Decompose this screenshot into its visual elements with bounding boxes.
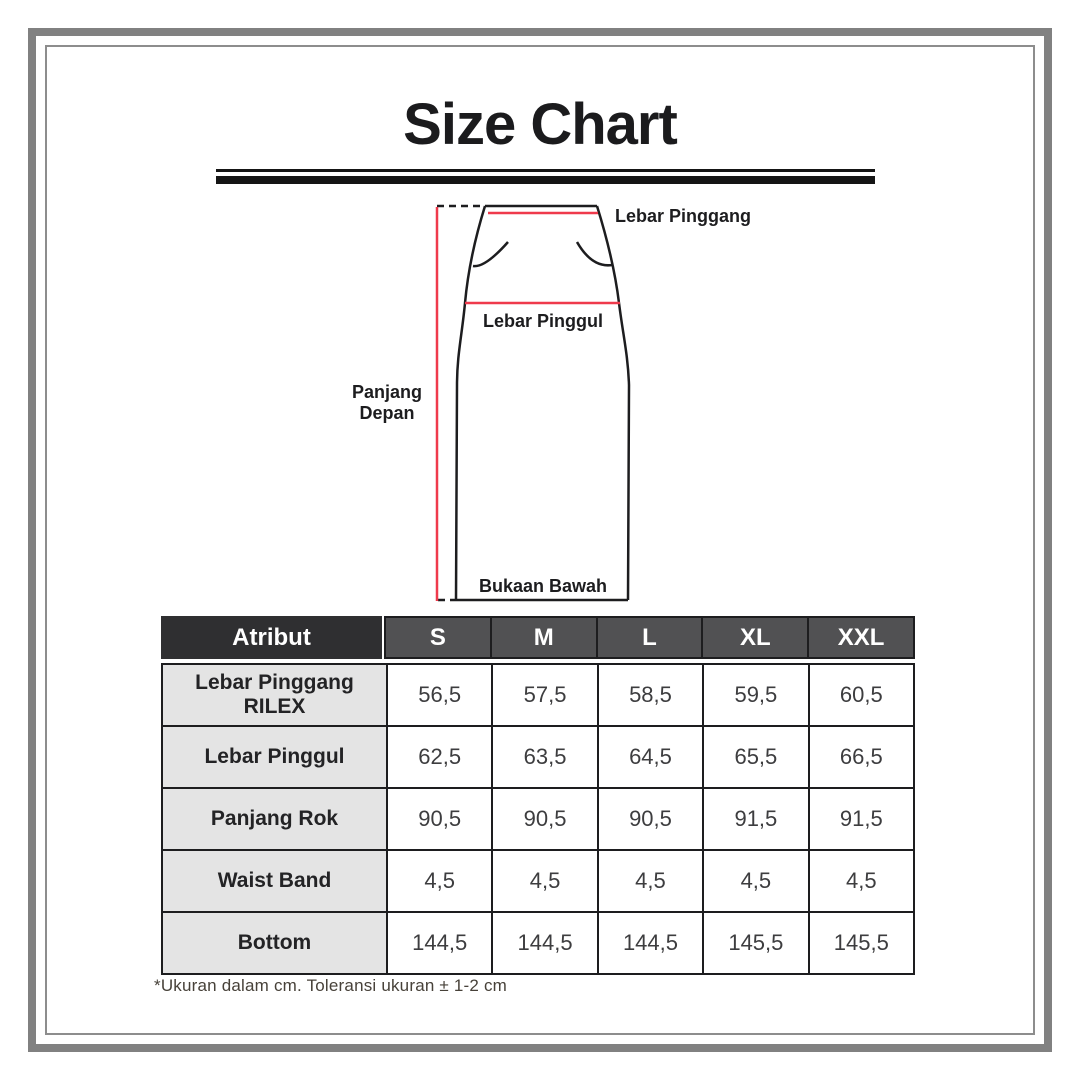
- header-cell-size-s: S: [384, 616, 492, 659]
- row-label-cell: Waist Band: [161, 849, 388, 913]
- row-label-cell: Panjang Rok: [161, 787, 388, 851]
- header-cell-size-m: M: [489, 616, 598, 659]
- skirt-diagram: [435, 204, 631, 602]
- value-cell: 57,5: [491, 663, 599, 727]
- right-pocket-curve: [575, 241, 613, 267]
- waist-label: Lebar Pinggang: [615, 206, 752, 226]
- divider-thin-line: [216, 169, 875, 172]
- value-cell: 4,5: [596, 849, 705, 913]
- size-table: Atribut S M L XL XXL Lebar Pinggang RILEX 56,5…: [161, 616, 916, 975]
- size-note: *Ukuran dalam cm. Toleransi ukuran ± 1-2…: [154, 976, 508, 995]
- value-cell: 4,5: [807, 849, 916, 913]
- front-length-label: Panjang Depan: [327, 382, 447, 424]
- outer-frame-border: [28, 28, 1052, 1052]
- value-cell: 144,5: [596, 911, 705, 975]
- value-cell: 144,5: [385, 911, 494, 975]
- value-cell: 58,5: [596, 663, 705, 727]
- header-cell-atribut: Atribut: [161, 616, 382, 659]
- header-cell-size-xl: XL: [701, 616, 810, 659]
- value-cell: 56,5: [385, 663, 494, 727]
- value-cell: 59,5: [702, 663, 810, 727]
- bottom-opening-label: Bukaan Bawah: [478, 576, 608, 596]
- table-row: Lebar Pinggang RILEX 56,5 57,5 58,5 59,5 60,5: [161, 663, 916, 727]
- header-cell-size-l: L: [595, 616, 704, 659]
- hip-label: Lebar Pinggul: [482, 311, 603, 331]
- value-cell: 145,5: [702, 911, 810, 975]
- size-table-body: Lebar Pinggang RILEX 56,5 57,5 58,5 59,5 60,5…: [161, 663, 916, 975]
- row-label-cell: Bottom: [161, 911, 388, 975]
- title-divider: [216, 169, 875, 184]
- value-cell: 90,5: [491, 787, 599, 851]
- value-cell: 90,5: [385, 787, 494, 851]
- divider-thick-line: [216, 176, 875, 184]
- value-cell: 60,5: [807, 663, 916, 727]
- value-cell: 4,5: [702, 849, 810, 913]
- table-row: Waist Band 4,5 4,5 4,5 4,5 4,5: [161, 849, 916, 913]
- inner-frame-border: [45, 45, 1035, 1035]
- value-cell: 4,5: [385, 849, 494, 913]
- front-length-label-line1: Panjang: [351, 382, 422, 402]
- value-cell: 63,5: [491, 725, 599, 789]
- value-cell: 91,5: [702, 787, 810, 851]
- value-cell: 64,5: [596, 725, 705, 789]
- value-cell: 62,5: [385, 725, 494, 789]
- left-pocket-curve: [472, 241, 509, 268]
- value-cell: 144,5: [491, 911, 599, 975]
- left-side-seam: [454, 205, 487, 601]
- table-row: Lebar Pinggul 62,5 63,5 64,5 65,5 66,5: [161, 725, 916, 789]
- row-label-cell: Lebar Pinggul: [161, 725, 388, 789]
- row-label-cell: Lebar Pinggang RILEX: [161, 663, 388, 727]
- value-cell: 4,5: [491, 849, 599, 913]
- size-table-rows: Lebar Pinggang RILEX 56,5 57,5 58,5 59,5 60,5…: [161, 663, 916, 975]
- skirt-outline: [454, 204, 631, 602]
- value-cell: 91,5: [807, 787, 916, 851]
- size-table-header: Atribut S M L XL XXL: [161, 616, 915, 659]
- value-cell: 66,5: [807, 725, 916, 789]
- header-cell-size-xxl: XXL: [807, 616, 915, 659]
- value-cell: 145,5: [807, 911, 916, 975]
- page-title: Size Chart: [403, 92, 678, 157]
- table-row: Bottom 144,5 144,5 144,5 145,5 145,5: [161, 911, 916, 975]
- value-cell: 65,5: [702, 725, 810, 789]
- value-cell: 90,5: [596, 787, 705, 851]
- table-row: Panjang Rok 90,5 90,5 90,5 91,5 91,5: [161, 787, 916, 851]
- front-length-label-line2: Depan: [359, 403, 415, 423]
